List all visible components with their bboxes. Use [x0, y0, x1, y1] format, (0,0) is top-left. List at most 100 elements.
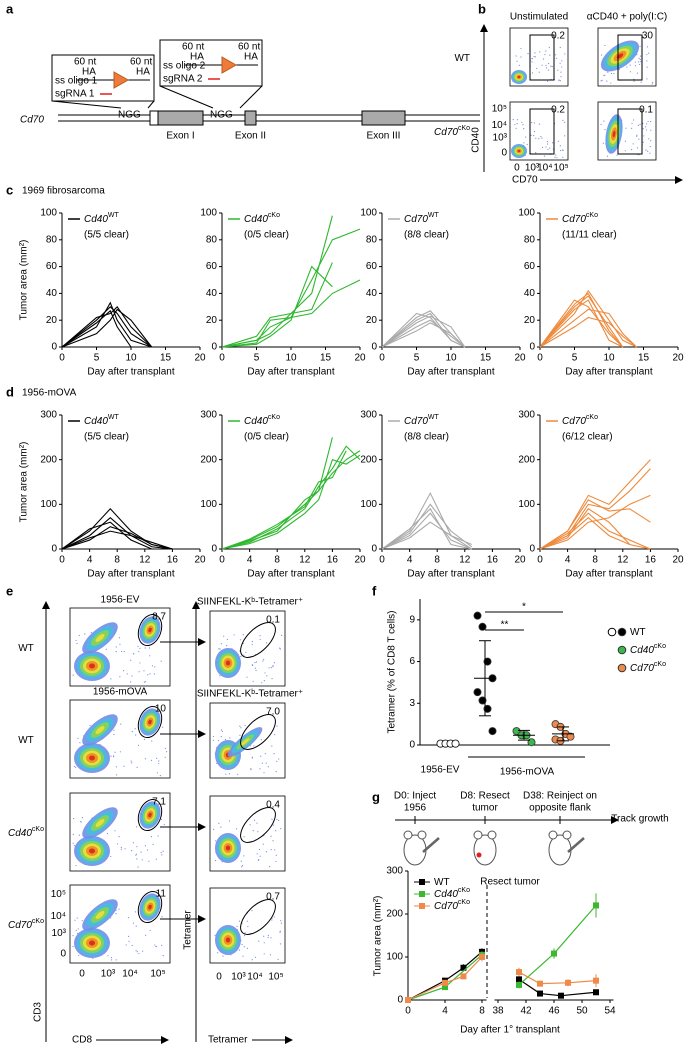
event-dot — [246, 676, 248, 678]
tumor-line — [539, 517, 630, 550]
tumor-line — [539, 459, 651, 550]
legend-label: Cd70WT — [404, 414, 440, 426]
sgrna-name: sgRNA 1 — [55, 89, 95, 100]
x-tick-label: 10 — [603, 353, 615, 364]
event-dot — [629, 64, 631, 66]
event-dot — [634, 65, 637, 67]
y-tick-label: 200 — [40, 454, 57, 465]
event-dot — [239, 639, 242, 641]
x-axis-label: Day after transplant — [247, 569, 334, 580]
event-dot — [161, 854, 163, 856]
event-dot — [267, 766, 269, 768]
event-dot — [151, 740, 153, 742]
event-dot — [76, 642, 78, 645]
event-dot — [240, 860, 242, 862]
event-dot — [131, 762, 133, 764]
row-label-sup: cKo — [32, 826, 44, 833]
event-dot — [534, 56, 536, 58]
event-dot — [151, 665, 154, 667]
event-dot — [264, 753, 267, 755]
tumor-line — [381, 315, 466, 348]
legend-label-base: Cd70 — [404, 416, 428, 427]
x-axis-label: CD70 — [512, 175, 538, 186]
event-dot — [262, 660, 264, 662]
legend-label: Cd40WT — [84, 212, 120, 224]
x-tick-label: 15 — [480, 353, 492, 364]
x-tick-label: 15 — [160, 353, 172, 364]
event-dot — [149, 655, 151, 657]
timeline-label: 1956 — [404, 803, 427, 814]
exon — [244, 110, 257, 126]
x-tick-label: 20 — [514, 555, 526, 566]
event-dot — [160, 818, 162, 821]
event-dot — [235, 828, 238, 830]
event-dot — [270, 937, 272, 939]
density — [148, 719, 152, 725]
event-dot — [245, 651, 247, 653]
event-dot — [547, 69, 550, 71]
event-dot — [132, 842, 134, 844]
event-dot — [212, 739, 214, 742]
x-tick-label: 42 — [520, 1006, 532, 1017]
event-dot — [160, 660, 162, 662]
oligo-name: ss oligo 1 — [55, 76, 98, 87]
event-dot — [557, 69, 559, 71]
y-tick-label: 200 — [386, 909, 403, 920]
event-dot — [554, 54, 557, 56]
panel-label: d — [6, 384, 14, 399]
event-dot — [123, 651, 125, 653]
gate-value: 11 — [156, 889, 167, 900]
y-tick-label: 20 — [524, 315, 536, 326]
event-dot — [89, 724, 91, 727]
event-dot — [534, 52, 536, 54]
callout-line — [147, 100, 155, 109]
event-dot — [75, 929, 77, 931]
event-dot — [277, 958, 279, 961]
y-tick-label: 100 — [200, 208, 217, 219]
event-dot — [218, 648, 220, 650]
event-dot — [526, 143, 528, 146]
legend-marker — [617, 627, 627, 637]
event-dot — [134, 911, 137, 913]
event-dot — [78, 634, 80, 637]
event-dot — [555, 57, 558, 59]
event-dot — [262, 843, 264, 845]
row-label: WT — [454, 53, 470, 64]
insert — [113, 71, 130, 89]
tumor-line — [381, 491, 472, 550]
event-dot — [132, 922, 135, 924]
event-dot — [561, 60, 563, 62]
legend-label-base: Cd40 — [84, 214, 108, 225]
x-tick-label: 10⁵ — [150, 969, 165, 980]
event-dot — [618, 68, 620, 71]
gate-value: 7.1 — [152, 797, 166, 808]
event-dot — [115, 959, 117, 961]
density — [148, 627, 152, 633]
plot-title: 1956-mOVA — [93, 687, 148, 698]
event-dot — [138, 952, 140, 955]
x-tick-label: 0 — [537, 555, 543, 566]
exon-label: Exon III — [367, 131, 401, 142]
event-dot — [610, 82, 612, 84]
x-tick-label: 16 — [487, 555, 499, 566]
y-tick-label: 40 — [366, 288, 378, 299]
event-dot — [154, 666, 156, 668]
event-dot — [273, 916, 275, 918]
event-dot — [274, 734, 276, 736]
event-dot — [516, 123, 518, 125]
gate — [137, 891, 163, 923]
event-dot — [251, 910, 253, 912]
event-dot — [128, 940, 130, 942]
gate-value: 0.2 — [551, 31, 565, 42]
event-dot — [156, 757, 158, 759]
data-point — [483, 704, 492, 713]
event-dot — [263, 935, 265, 937]
event-dot — [636, 72, 639, 74]
legend-label-base: Cd70 — [434, 901, 458, 912]
x-tick-label: 15 — [638, 353, 650, 364]
event-dot — [639, 123, 641, 125]
y-tick-label: 100 — [40, 499, 57, 510]
legend-label: Cd70cKo — [562, 212, 598, 224]
event-dot — [77, 932, 79, 934]
event-dot — [557, 140, 559, 142]
